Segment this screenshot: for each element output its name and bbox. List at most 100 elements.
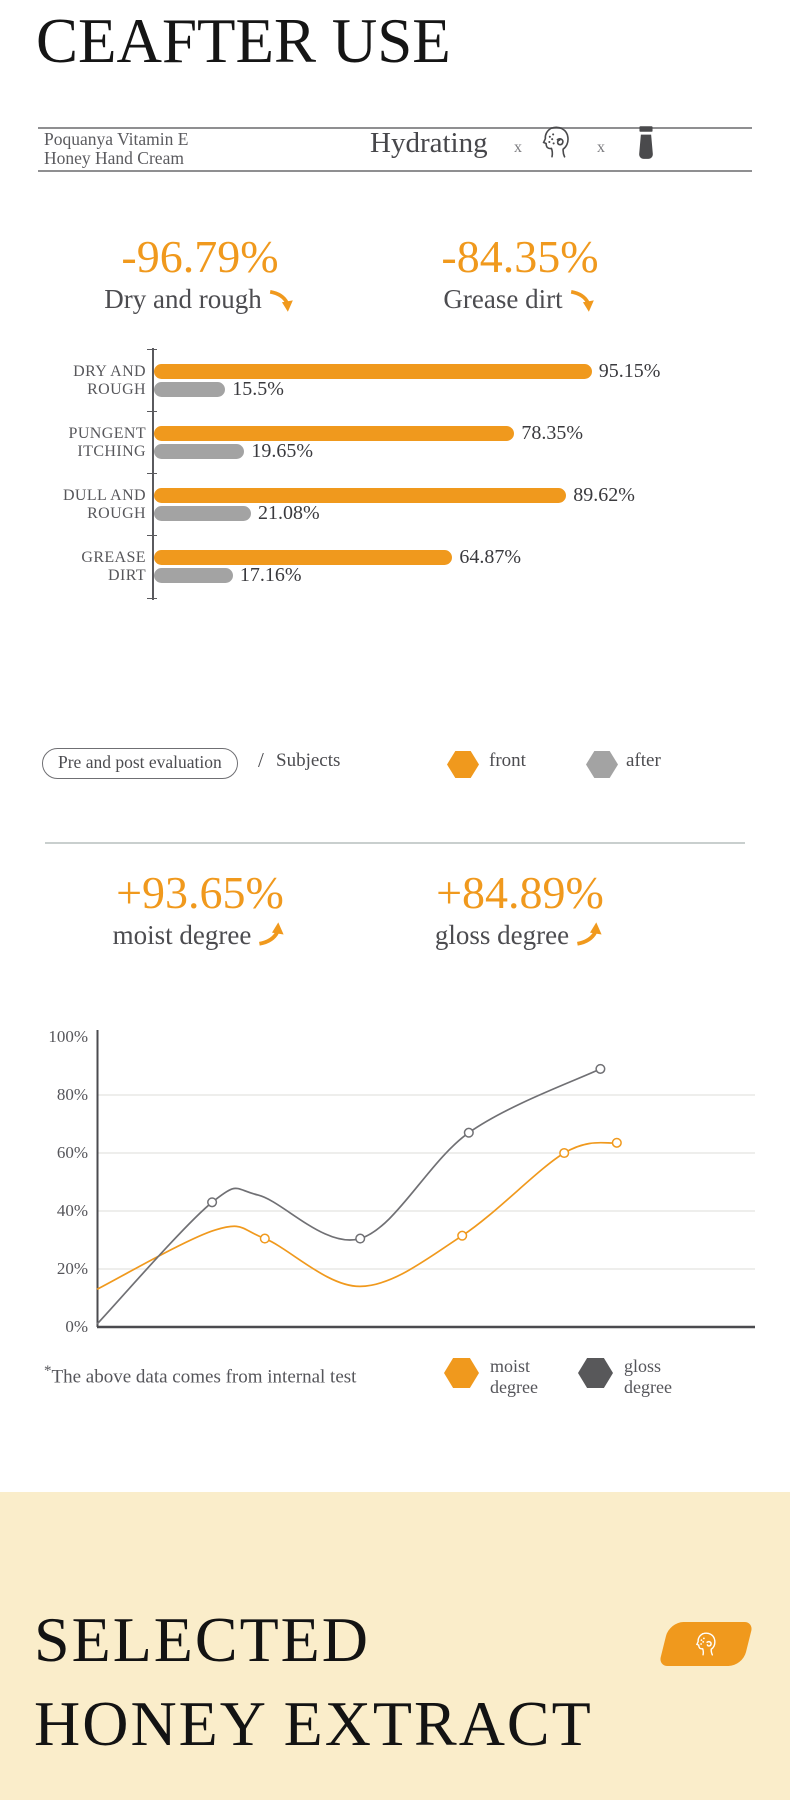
axis-tick: [147, 473, 157, 475]
bar-front: [154, 549, 453, 565]
y-tick-label: 0%: [65, 1317, 88, 1336]
bar-chart-legend: Pre and post evaluation / Subjects front…: [0, 746, 790, 786]
bar-row-front: 64.87%: [154, 546, 522, 568]
footer-heading-line2: HONEY EXTRACT: [34, 1688, 593, 1759]
stat-label: Dry and rough: [104, 284, 262, 314]
face-absorption-icon: [692, 1630, 720, 1658]
footnote: *The above data comes from internal test: [44, 1363, 356, 1388]
bar-group-grease-dirt: GREASE DIRT 64.87% 17.16%: [40, 546, 760, 588]
product-name: Poquanya Vitamin E Honey Hand Cream: [44, 130, 188, 167]
increase-arrow-icon: [574, 920, 605, 951]
stat-label: Grease dirt: [443, 284, 563, 314]
legend-front-label: front: [489, 750, 526, 771]
legend-moist-degree: moist degree: [490, 1356, 538, 1398]
bar-value-label: 89.62%: [573, 484, 635, 506]
data-point-marker: [611, 1137, 622, 1148]
decrease-arrow-icon: [568, 285, 597, 314]
curve-gloss-degree: [96, 1068, 601, 1325]
legend-line2: degree: [624, 1377, 672, 1397]
stat-grease-dirt: -84.35% Grease dirt: [350, 232, 690, 315]
bar-category-line2: ITCHING: [77, 442, 146, 460]
bar-group-pungent-itching: PUNGENT ITCHING 78.35% 19.65%: [40, 422, 760, 464]
legend-line1: gloss: [624, 1356, 662, 1376]
bar-row-front: 78.35%: [154, 422, 584, 444]
bar-row-after: 15.5%: [154, 378, 660, 400]
data-point-marker: [463, 1127, 474, 1138]
bar-group-dry-and-rough: DRY AND ROUGH 95.15% 15.5%: [40, 360, 760, 402]
product-name-line2: Honey Hand Cream: [44, 147, 184, 168]
y-tick-label: 60%: [56, 1143, 88, 1162]
legend-after-label: after: [626, 750, 661, 771]
data-point-marker: [595, 1063, 606, 1074]
stat-moist-degree: +93.65% moist degree: [30, 868, 370, 951]
subjects-label: Subjects: [276, 750, 341, 771]
bar-row-front: 95.15%: [154, 360, 661, 382]
bar-chart: DRY AND ROUGH 95.15% 15.5% PUNGENT ITCHI…: [40, 348, 760, 610]
bar-rows: 95.15% 15.5%: [154, 360, 661, 400]
legend-gloss-degree: gloss degree: [624, 1356, 672, 1398]
legend-line2: degree: [490, 1377, 538, 1397]
y-tick-label: 80%: [56, 1085, 88, 1104]
cream-tube-icon: [632, 124, 660, 167]
bar-category-label: PUNGENT ITCHING: [40, 425, 146, 460]
data-point-marker: [559, 1147, 570, 1159]
stat-label: gloss degree: [434, 920, 570, 950]
bar-category-line1: DULL AND: [62, 487, 146, 504]
axis-tick: [147, 411, 157, 413]
bar-after: [154, 567, 233, 583]
legend-line1: moist: [490, 1356, 531, 1376]
axis-tick: [147, 349, 157, 351]
bar-front: [154, 425, 515, 441]
bar-category-label: DRY AND ROUGH: [40, 363, 146, 398]
stat-dry-and-rough: -96.79% Dry and rough: [30, 232, 370, 315]
line-chart-svg: [96, 1030, 755, 1329]
bar-category-line1: GREASE: [81, 549, 146, 566]
bar-row-after: 21.08%: [154, 503, 635, 523]
bar-value-label: 78.35%: [521, 422, 584, 444]
product-name-line1: Poquanya Vitamin E: [44, 129, 189, 149]
bar-group-dull-and-rough: DULL AND ROUGH 89.62% 21.08%: [40, 484, 760, 526]
stat-value: +93.65%: [116, 867, 284, 918]
increase-arrow-icon: [256, 920, 287, 951]
hexagon-swatch-gloss: [578, 1358, 613, 1388]
honey-badge: [658, 1622, 754, 1666]
face-absorption-icon: [537, 123, 575, 166]
decrease-arrow-icon: [267, 285, 296, 314]
data-point-marker: [355, 1233, 366, 1244]
y-tick-label: 40%: [56, 1201, 88, 1220]
separator-slash: /: [258, 748, 264, 772]
bar-value-label: 19.65%: [251, 440, 314, 462]
bar-value-label: 64.87%: [459, 546, 522, 568]
stat-value: -96.79%: [121, 231, 279, 282]
feature-label: Hydrating: [370, 127, 488, 159]
bar-after: [154, 381, 226, 397]
bar-category-label: GREASE DIRT: [40, 549, 146, 584]
page-title: CEAFTER USE: [36, 6, 451, 76]
bar-category-line2: DIRT: [108, 566, 146, 584]
stat-value: -84.35%: [441, 231, 599, 282]
header-rule-top: [38, 127, 752, 129]
bar-value-label: 95.15%: [598, 360, 661, 382]
bar-category-line2: ROUGH: [87, 504, 146, 522]
stat-value: +84.89%: [436, 867, 604, 918]
bar-category-line1: PUNGENT: [68, 425, 146, 442]
bar-row-after: 19.65%: [154, 440, 583, 462]
bar-category-line2: ROUGH: [87, 380, 146, 398]
data-point-marker: [207, 1197, 218, 1208]
bar-category-label: DULL AND ROUGH: [40, 487, 146, 522]
curve-moist-degree: [96, 1141, 617, 1291]
bar-value-label: 15.5%: [232, 378, 284, 400]
footnote-text: The above data comes from internal test: [51, 1366, 357, 1388]
data-point-marker: [457, 1230, 468, 1241]
stat-label: moist degree: [112, 920, 252, 950]
footer-heading-line1: SELECTED: [34, 1604, 370, 1675]
bar-row-front: 89.62%: [154, 484, 635, 506]
header-rule-bottom: [38, 170, 752, 172]
hexagon-swatch-front: [447, 751, 479, 778]
section-divider: [45, 842, 745, 844]
footnote-asterisk: *: [44, 1363, 52, 1379]
bar-rows: 78.35% 19.65%: [154, 422, 584, 462]
bar-value-label: 17.16%: [239, 564, 302, 586]
y-tick-label: 20%: [56, 1259, 88, 1278]
bar-front: [154, 363, 592, 379]
